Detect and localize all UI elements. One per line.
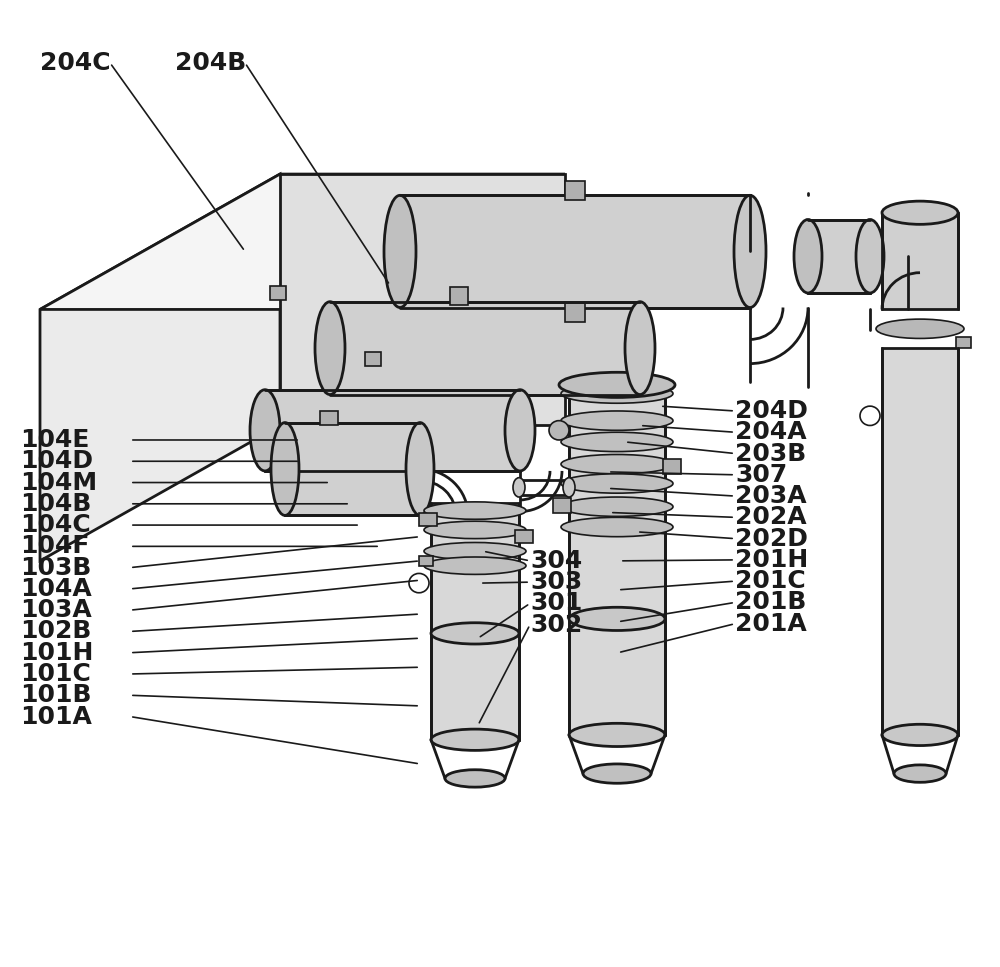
- Text: 302: 302: [530, 613, 582, 636]
- Bar: [515, 530, 533, 543]
- Text: 301: 301: [530, 592, 582, 615]
- Bar: [565, 181, 585, 200]
- Polygon shape: [569, 619, 665, 735]
- Text: 102B: 102B: [20, 620, 91, 643]
- Ellipse shape: [431, 623, 519, 644]
- Ellipse shape: [583, 764, 651, 783]
- Bar: [365, 352, 381, 366]
- Ellipse shape: [431, 729, 519, 750]
- Polygon shape: [882, 213, 958, 309]
- Ellipse shape: [561, 474, 673, 493]
- Bar: [320, 411, 338, 425]
- Text: 201H: 201H: [735, 548, 808, 571]
- Bar: [663, 459, 681, 474]
- Bar: [270, 286, 286, 300]
- Text: 103B: 103B: [20, 556, 91, 579]
- Text: 204B: 204B: [175, 51, 246, 74]
- Ellipse shape: [424, 542, 526, 560]
- Ellipse shape: [513, 478, 525, 497]
- Ellipse shape: [882, 724, 958, 746]
- Text: 204A: 204A: [735, 421, 807, 444]
- Ellipse shape: [561, 411, 673, 430]
- Polygon shape: [40, 174, 565, 309]
- Ellipse shape: [424, 502, 526, 519]
- Bar: [956, 337, 971, 348]
- Ellipse shape: [561, 454, 673, 474]
- Ellipse shape: [794, 220, 822, 293]
- Text: 201B: 201B: [735, 591, 806, 614]
- Text: 204D: 204D: [735, 399, 808, 423]
- Text: 307: 307: [735, 463, 787, 486]
- Ellipse shape: [561, 432, 673, 452]
- Text: 103A: 103A: [20, 599, 92, 622]
- Text: 101A: 101A: [20, 705, 92, 728]
- Polygon shape: [280, 174, 565, 425]
- Text: 202A: 202A: [735, 506, 807, 529]
- Ellipse shape: [561, 497, 673, 516]
- Ellipse shape: [549, 421, 569, 440]
- Text: 202D: 202D: [735, 527, 808, 550]
- Ellipse shape: [271, 423, 299, 515]
- Ellipse shape: [734, 195, 766, 308]
- Text: 101C: 101C: [20, 662, 91, 686]
- Text: 201A: 201A: [735, 612, 807, 635]
- Ellipse shape: [625, 302, 655, 395]
- Text: 104A: 104A: [20, 577, 92, 601]
- Polygon shape: [400, 195, 750, 308]
- Bar: [450, 287, 468, 305]
- Polygon shape: [330, 302, 640, 395]
- Polygon shape: [285, 423, 420, 515]
- Text: 104B: 104B: [20, 492, 91, 515]
- Text: 104F: 104F: [20, 535, 89, 558]
- Bar: [553, 498, 571, 513]
- Ellipse shape: [882, 201, 958, 224]
- Ellipse shape: [876, 319, 964, 338]
- Bar: [419, 513, 437, 526]
- Text: 203B: 203B: [735, 442, 806, 465]
- Polygon shape: [265, 390, 520, 471]
- Text: 104E: 104E: [20, 428, 89, 452]
- Ellipse shape: [406, 423, 434, 515]
- Polygon shape: [431, 503, 519, 633]
- Text: 101B: 101B: [20, 684, 92, 707]
- Text: 203A: 203A: [735, 484, 807, 508]
- Ellipse shape: [894, 765, 946, 782]
- Ellipse shape: [424, 557, 526, 574]
- Bar: [419, 556, 433, 566]
- Ellipse shape: [424, 521, 526, 539]
- Ellipse shape: [445, 770, 505, 787]
- Ellipse shape: [559, 372, 675, 397]
- Bar: [565, 303, 585, 322]
- Ellipse shape: [250, 390, 280, 471]
- Polygon shape: [431, 633, 519, 740]
- Ellipse shape: [563, 478, 575, 497]
- Polygon shape: [40, 174, 280, 561]
- Text: 303: 303: [530, 571, 582, 594]
- Ellipse shape: [315, 302, 345, 395]
- Text: 204C: 204C: [40, 51, 111, 74]
- Text: 104C: 104C: [20, 513, 91, 537]
- Ellipse shape: [384, 195, 416, 308]
- Polygon shape: [808, 220, 870, 293]
- Polygon shape: [569, 387, 665, 619]
- Text: 104D: 104D: [20, 450, 93, 473]
- Ellipse shape: [505, 390, 535, 471]
- Ellipse shape: [561, 517, 673, 537]
- Text: 104M: 104M: [20, 471, 97, 494]
- Ellipse shape: [856, 220, 884, 293]
- Ellipse shape: [561, 384, 673, 403]
- Text: 101H: 101H: [20, 641, 93, 664]
- Text: 201C: 201C: [735, 570, 806, 593]
- Polygon shape: [882, 348, 958, 735]
- Text: 304: 304: [530, 549, 582, 572]
- Ellipse shape: [569, 723, 665, 747]
- Ellipse shape: [569, 607, 665, 630]
